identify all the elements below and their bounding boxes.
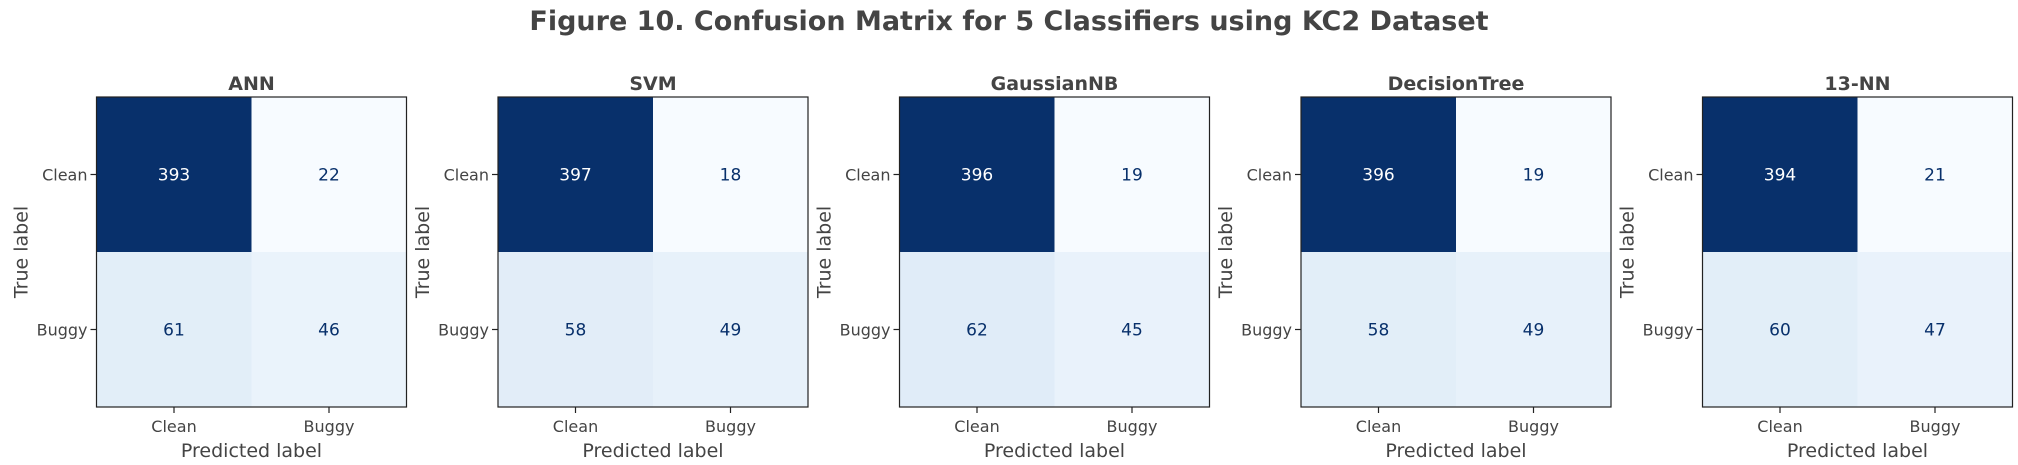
panel-title: 13-NN (1824, 73, 1890, 95)
matrix-cell (1054, 252, 1210, 407)
y-axis-label: True label (814, 206, 836, 299)
y-tick-label: Clean (444, 166, 489, 185)
y-tick-label: Buggy (37, 321, 88, 340)
axes-frame (95, 96, 408, 408)
cell-value: 396 (961, 166, 993, 186)
x-tick-label: Buggy (1508, 417, 1559, 436)
axes-frame (898, 96, 1211, 408)
matrix-cell (1456, 252, 1611, 407)
panel-3: DecisionTree 396 19 58 49 Clean Buggy Clean Bugg… (1215, 73, 1612, 462)
cell-value: 58 (1368, 321, 1390, 341)
y-axis-label: True label (412, 206, 434, 299)
cell-value: 18 (720, 166, 742, 186)
matrix-cell (1456, 97, 1611, 252)
confusion-matrix-panels: ANN 393 22 61 46 Clean Buggy Clean Buggy Predicte… (11, 73, 2014, 462)
panel-1: SVM 397 18 58 49 Clean Buggy Clean Buggy Predicte… (412, 73, 809, 462)
cell-value: 49 (720, 321, 742, 341)
x-tick-label: Clean (954, 417, 999, 436)
y-axis-label: True label (1215, 206, 1237, 299)
x-tick-label: Clean (151, 417, 196, 436)
figure-title: Figure 10. Confusion Matrix for 5 Classi… (529, 6, 1488, 37)
matrix-cell (1857, 252, 2013, 407)
matrix-cell (498, 97, 653, 252)
y-tick-label: Clean (42, 166, 87, 185)
y-tick-label: Buggy (840, 321, 891, 340)
cell-value: 393 (158, 166, 190, 186)
matrix-cell (899, 97, 1055, 252)
matrix-cell (96, 97, 252, 252)
axes-frame (1300, 96, 1612, 408)
matrix-cell (1054, 97, 1210, 252)
matrix-cell (1702, 252, 1858, 407)
axes-frame (497, 96, 809, 408)
x-tick-label: Clean (1356, 417, 1401, 436)
x-tick-label: Buggy (705, 417, 756, 436)
cell-value: 62 (966, 321, 988, 341)
matrix-cell (1301, 252, 1456, 407)
y-tick-label: Buggy (1643, 321, 1694, 340)
cell-value: 396 (1362, 166, 1394, 186)
panel-title: ANN (228, 73, 275, 95)
cell-value: 19 (1523, 166, 1545, 186)
cell-value: 47 (1924, 321, 1946, 341)
cell-value: 19 (1121, 166, 1143, 186)
cell-value: 394 (1764, 166, 1796, 186)
panel-title: SVM (629, 73, 676, 95)
matrix-cell (653, 252, 808, 407)
matrix-cell (1301, 97, 1456, 252)
panel-title: GaussianNB (991, 73, 1119, 95)
x-axis-label: Predicted label (1385, 440, 1526, 462)
y-tick-label: Buggy (438, 321, 489, 340)
x-tick-label: Buggy (1107, 417, 1158, 436)
panel-2: GaussianNB 396 19 62 45 Clean Buggy Clean Buggy P… (814, 73, 1211, 462)
cell-value: 21 (1924, 166, 1946, 186)
x-tick-label: Buggy (304, 417, 355, 436)
cell-value: 61 (163, 321, 185, 341)
y-tick-label: Clean (845, 166, 890, 185)
x-axis-label: Predicted label (582, 440, 723, 462)
matrix-cell (96, 252, 252, 407)
x-axis-label: Predicted label (984, 440, 1125, 462)
y-tick-label: Buggy (1241, 321, 1292, 340)
matrix-cell (1857, 97, 2013, 252)
y-axis-label: True label (1617, 206, 1639, 299)
x-tick-label: Clean (553, 417, 598, 436)
panel-0: ANN 393 22 61 46 Clean Buggy Clean Buggy Predicte… (11, 73, 408, 462)
panel-title: DecisionTree (1388, 73, 1525, 95)
x-axis-label: Predicted label (181, 440, 322, 462)
cell-value: 22 (318, 166, 340, 186)
cell-value: 45 (1121, 321, 1143, 341)
cell-value: 397 (559, 166, 591, 186)
cell-value: 58 (565, 321, 587, 341)
matrix-cell (899, 252, 1055, 407)
cell-value: 60 (1769, 321, 1791, 341)
cell-value: 46 (318, 321, 340, 341)
matrix-cell (251, 97, 407, 252)
matrix-cell (498, 252, 653, 407)
axes-frame (1701, 96, 2014, 408)
x-tick-label: Buggy (1910, 417, 1961, 436)
y-tick-label: Clean (1247, 166, 1292, 185)
y-axis-label: True label (11, 206, 33, 299)
x-tick-label: Clean (1757, 417, 1802, 436)
matrix-cell (251, 252, 407, 407)
panel-4: 13-NN 394 21 60 47 Clean Buggy Clean Buggy Predic… (1617, 73, 2014, 462)
x-axis-label: Predicted label (1787, 440, 1928, 462)
matrix-cell (653, 97, 808, 252)
matrix-cell (1702, 97, 1858, 252)
cell-value: 49 (1523, 321, 1545, 341)
y-tick-label: Clean (1648, 166, 1693, 185)
